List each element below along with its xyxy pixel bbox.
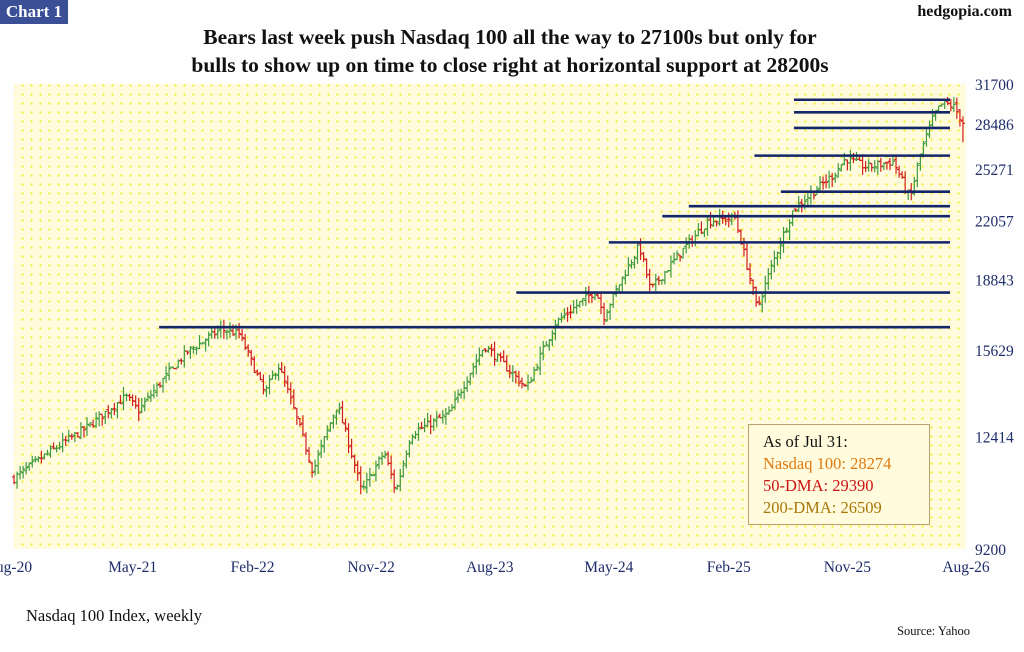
x-tick-label: Feb-25: [707, 559, 751, 576]
legend-50dma: 50-DMA: 29390: [763, 476, 874, 495]
chart-title-line-1: Bears last week push Nasdaq 100 all the …: [203, 25, 817, 49]
x-tick-label: May-24: [584, 559, 633, 576]
y-tick-label: 18843: [975, 273, 1014, 290]
y-tick-label: 31700: [975, 77, 1014, 94]
y-tick-label: 22057: [975, 213, 1014, 230]
x-tick-label: Aug-23: [466, 559, 514, 576]
y-tick-label: 25271: [975, 162, 1014, 179]
y-tick-label: 15629: [975, 343, 1014, 360]
brand-label: hedgopia.com: [917, 3, 1012, 20]
x-tick-label: May-21: [108, 559, 157, 576]
y-tick-label: 12414: [975, 429, 1014, 446]
x-tick-label: Nov-22: [347, 559, 394, 576]
legend-price: Nasdaq 100: 28274: [763, 454, 892, 473]
chart-title-line-2: bulls to show up on time to close right …: [191, 53, 829, 77]
y-tick-label: 9200: [975, 542, 1006, 559]
x-tick-label: Feb-22: [231, 559, 275, 576]
x-tick-label: Nov-25: [824, 559, 872, 576]
legend-box: As of Jul 31: Nasdaq 100: 28274 50-DMA: …: [748, 424, 930, 525]
chart-number-tag: Chart 1: [0, 0, 68, 24]
source-caption: Source: Yahoo: [897, 624, 970, 638]
price-bars: [12, 96, 965, 495]
series-caption: Nasdaq 100 Index, weekly: [26, 606, 202, 625]
legend-200dma: 200-DMA: 26509: [763, 498, 882, 517]
x-tick-label: ug-20: [0, 559, 32, 576]
legend-as-of: As of Jul 31:: [763, 432, 848, 451]
x-tick-label: Aug-26: [942, 559, 990, 576]
y-tick-label: 28486: [975, 117, 1014, 134]
